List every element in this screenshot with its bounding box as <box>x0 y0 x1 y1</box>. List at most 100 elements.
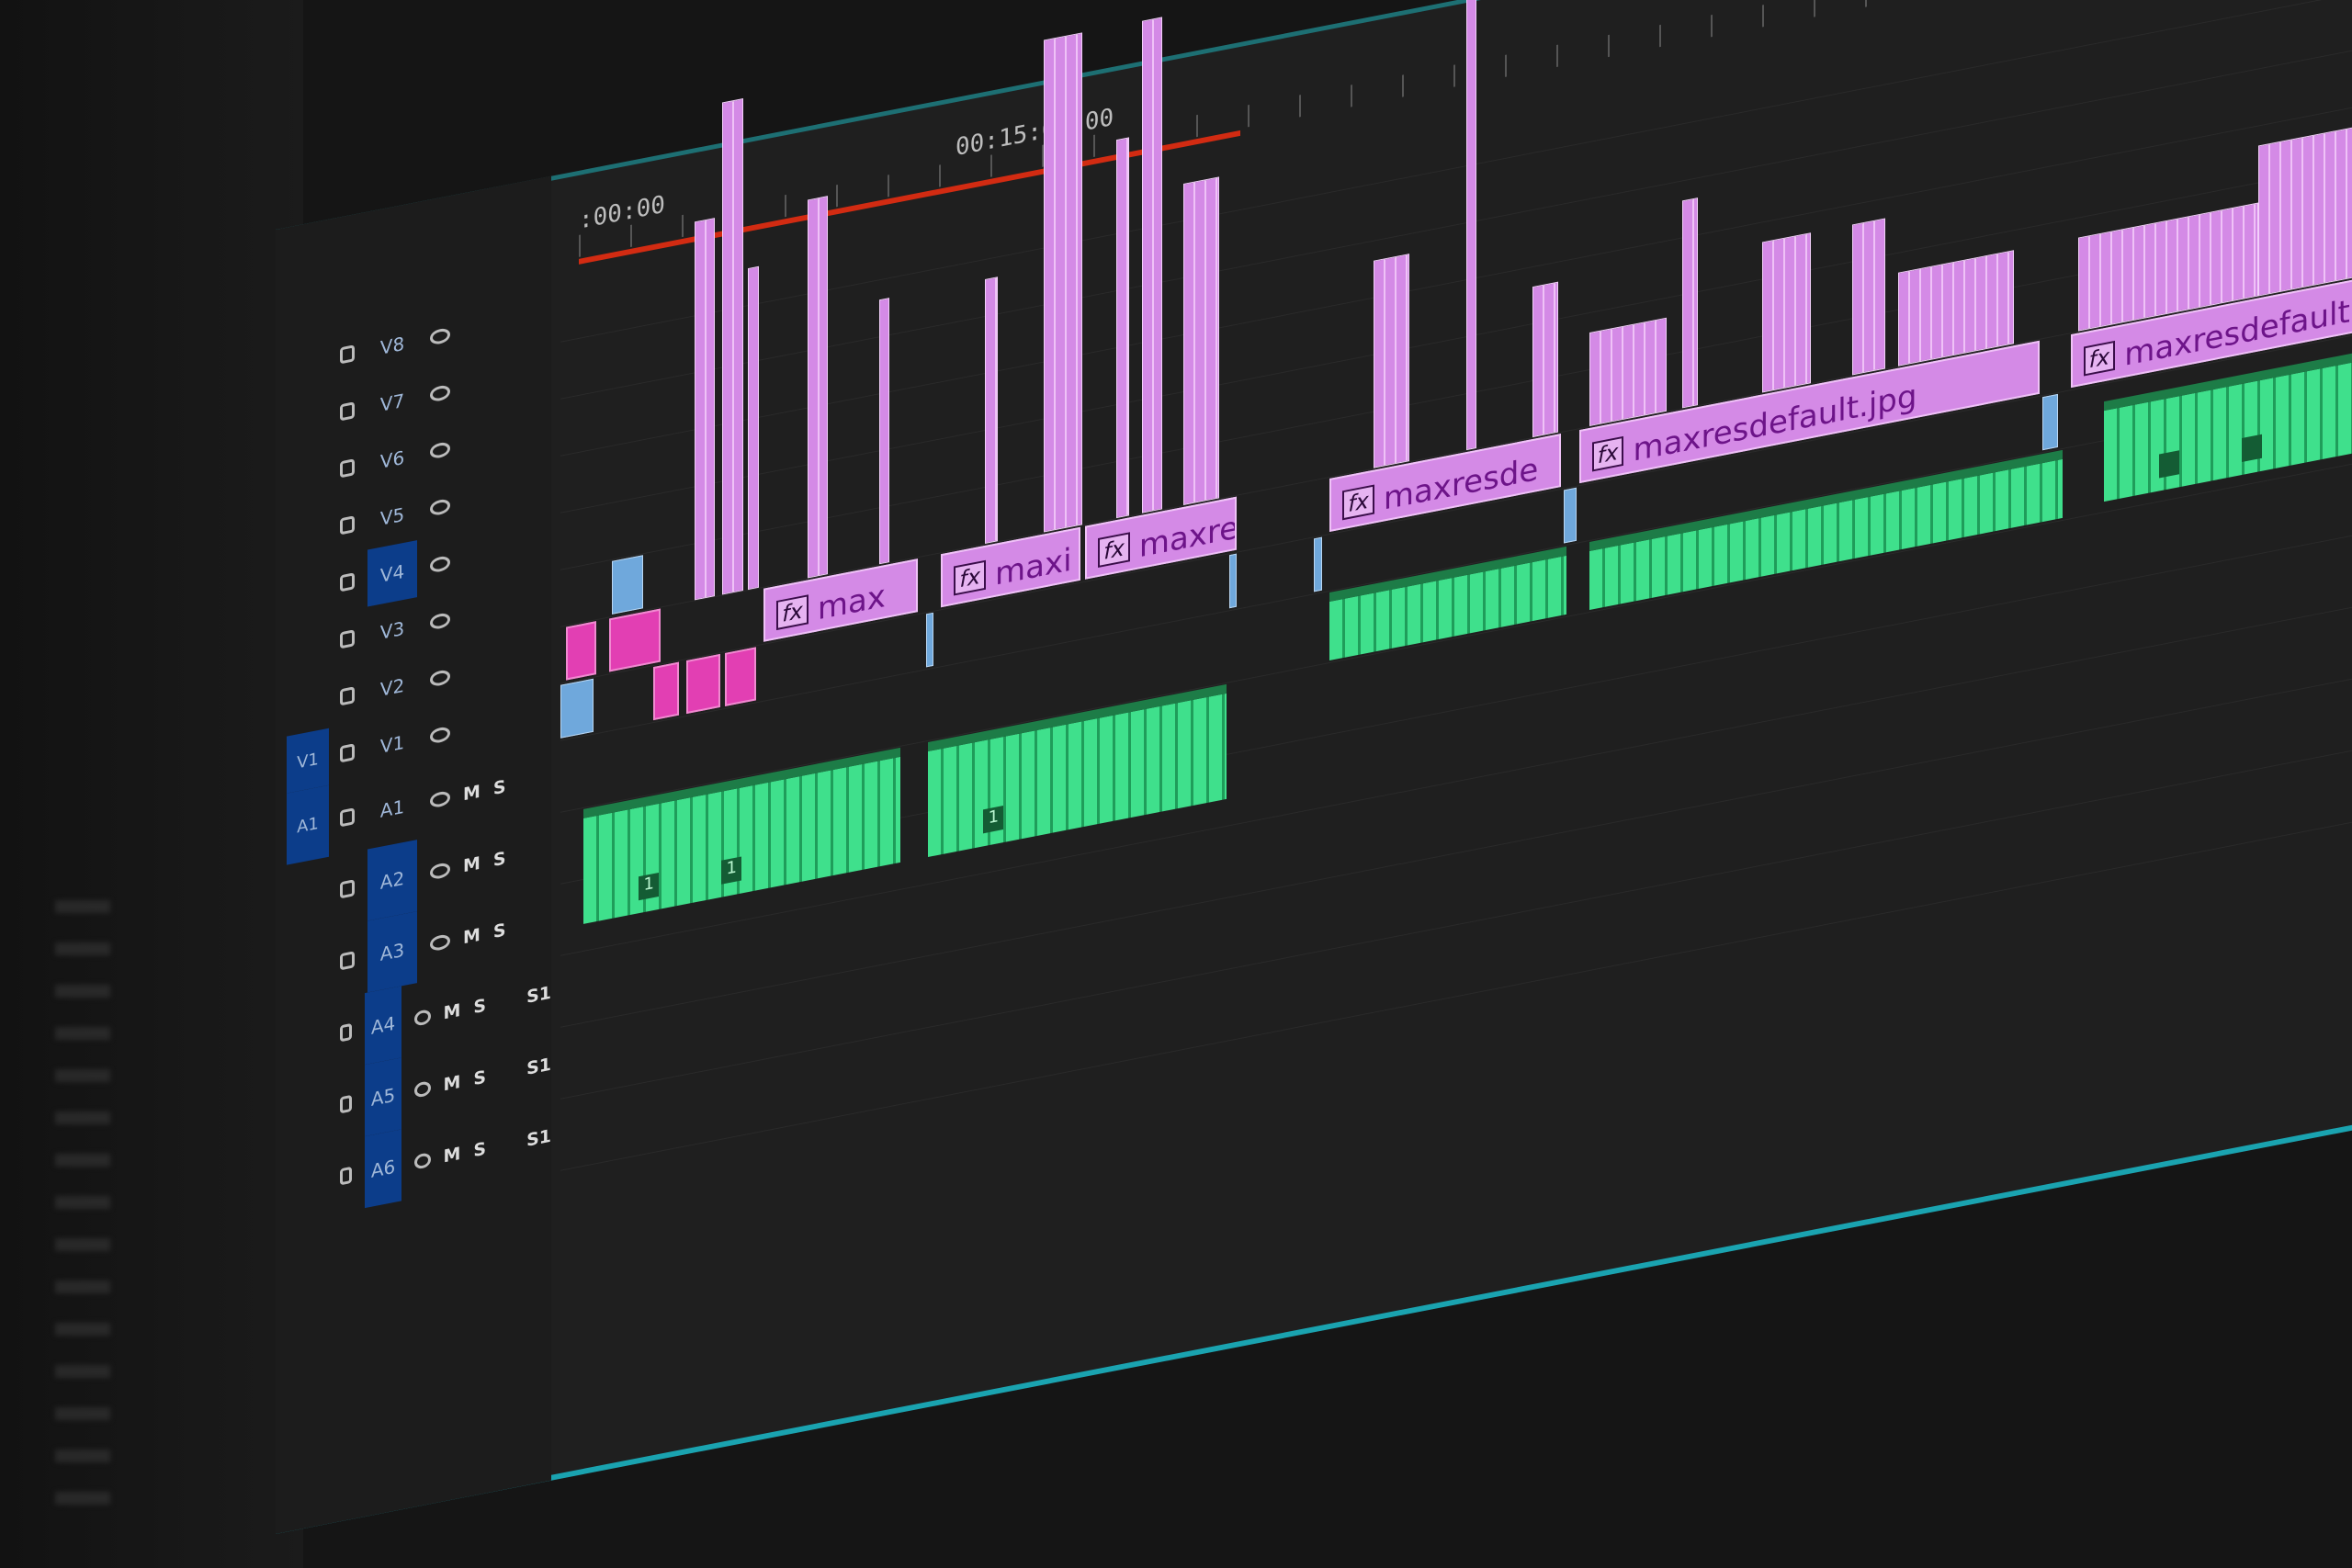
eye-icon[interactable] <box>430 669 450 688</box>
lock-icon[interactable] <box>340 572 355 592</box>
video-clip-blue[interactable] <box>1229 553 1238 609</box>
stacked-video-clip[interactable] <box>1373 254 1409 468</box>
source-patch-v1[interactable]: V1 <box>287 728 329 794</box>
audio-channel-label: 1 <box>639 872 660 900</box>
ruler-tick <box>1814 0 1815 17</box>
voiceover-mic-icon[interactable] <box>413 1009 431 1027</box>
eye-icon[interactable] <box>430 555 450 574</box>
video-clip-blue[interactable] <box>2041 393 2058 451</box>
ruler-tick <box>1248 104 1250 128</box>
solo-button[interactable]: S <box>492 776 506 799</box>
video-clip-pink[interactable] <box>565 621 597 681</box>
stacked-video-clip[interactable] <box>1532 281 1559 438</box>
voiceover-mic-icon[interactable] <box>413 1152 431 1170</box>
ruler-tick <box>939 164 941 187</box>
stacked-video-clip[interactable] <box>879 298 890 565</box>
ruler-tick <box>1093 134 1095 158</box>
lock-icon[interactable] <box>340 1166 353 1186</box>
mute-button[interactable]: M <box>463 781 481 806</box>
stacked-video-clip[interactable] <box>748 265 759 591</box>
voiceover-mic-icon[interactable] <box>430 862 450 881</box>
voiceover-mic-icon[interactable] <box>430 933 450 953</box>
eye-icon[interactable] <box>430 384 450 403</box>
lock-icon[interactable] <box>340 344 355 365</box>
track-target-v4[interactable]: V4 <box>368 540 417 607</box>
video-clip-blue[interactable] <box>612 555 643 615</box>
stacked-video-clip[interactable] <box>1681 197 1698 409</box>
solo-button[interactable]: S <box>492 848 506 871</box>
track-target-a5[interactable]: A5 <box>365 1057 401 1137</box>
eye-icon[interactable] <box>430 612 450 631</box>
voiceover-mic-icon[interactable] <box>430 790 450 809</box>
stacked-video-clip[interactable] <box>1465 0 1476 451</box>
track-target-v3[interactable]: V3 <box>379 616 405 644</box>
track-target-a1[interactable]: A1 <box>379 795 405 822</box>
lock-icon[interactable] <box>340 743 355 763</box>
track-target-v2[interactable]: V2 <box>379 673 405 701</box>
video-clip-pink[interactable] <box>652 661 679 721</box>
mute-button[interactable]: M <box>443 1071 461 1096</box>
solo-button[interactable]: S <box>473 1138 487 1162</box>
ruler-tick <box>1762 5 1764 28</box>
mute-button[interactable]: M <box>463 924 481 949</box>
track-target-a6[interactable]: A6 <box>365 1129 401 1209</box>
stacked-video-clip[interactable] <box>2258 115 2352 297</box>
source-patch-a1[interactable]: A1 <box>287 784 329 865</box>
video-clip-blue[interactable] <box>925 612 933 668</box>
video-clip-blue[interactable] <box>560 678 594 739</box>
stacked-video-clip[interactable] <box>1182 176 1219 506</box>
lock-icon[interactable] <box>340 807 355 828</box>
track-volume-value: S1 <box>526 1125 552 1151</box>
lock-icon[interactable] <box>340 401 355 422</box>
track-target-v5[interactable]: V5 <box>379 502 405 530</box>
stacked-video-clip[interactable] <box>722 98 743 595</box>
lock-icon[interactable] <box>340 1022 353 1043</box>
stacked-video-clip[interactable] <box>1589 317 1667 427</box>
eye-icon[interactable] <box>430 441 450 460</box>
track-target-v7[interactable]: V7 <box>379 389 405 416</box>
fx-badge-icon: fx <box>1342 484 1374 521</box>
track-target-a4[interactable]: A4 <box>365 986 401 1066</box>
ruler-tick <box>1659 24 1661 48</box>
stacked-video-clip[interactable] <box>1044 32 1083 533</box>
lock-icon[interactable] <box>340 951 355 971</box>
stacked-video-clip[interactable] <box>807 196 829 579</box>
lock-icon[interactable] <box>340 515 355 536</box>
stacked-video-clip[interactable] <box>1761 232 1811 393</box>
mute-button[interactable]: M <box>443 1143 461 1168</box>
lock-icon[interactable] <box>340 686 355 706</box>
lock-icon[interactable] <box>340 1094 353 1114</box>
ruler-tick <box>630 224 632 247</box>
lock-icon[interactable] <box>340 458 355 479</box>
track-target-v1[interactable]: V1 <box>379 730 405 758</box>
stacked-video-clip[interactable] <box>1115 137 1129 519</box>
video-clip-pink[interactable] <box>609 608 662 672</box>
video-clip-blue[interactable] <box>1314 536 1322 592</box>
stacked-video-clip[interactable] <box>1141 17 1163 513</box>
mute-button[interactable]: M <box>463 852 481 877</box>
solo-button[interactable]: S <box>473 1066 487 1090</box>
solo-button[interactable]: S <box>473 995 487 1019</box>
track-target-v8[interactable]: V8 <box>379 332 405 359</box>
ruler-tick <box>1351 85 1352 107</box>
eye-icon[interactable] <box>430 726 450 745</box>
video-clip-blue[interactable] <box>1564 487 1577 544</box>
eye-icon[interactable] <box>430 327 450 346</box>
stacked-video-clip[interactable] <box>1851 218 1885 376</box>
ruler-start-timecode: :00:00 <box>579 190 665 235</box>
stacked-video-clip[interactable] <box>985 276 998 544</box>
track-target-v6[interactable]: V6 <box>379 446 405 473</box>
video-clip-pink[interactable] <box>686 654 720 715</box>
mute-button[interactable]: M <box>443 999 461 1024</box>
video-clip-pink[interactable] <box>725 647 756 706</box>
stacked-video-clip[interactable] <box>694 218 715 601</box>
ruler-timecode-15min: 00:15:00:00 <box>956 103 1114 163</box>
eye-icon[interactable] <box>430 498 450 517</box>
track-target-a3[interactable]: A3 <box>368 911 417 993</box>
track-target-a2[interactable]: A2 <box>368 840 417 921</box>
lock-icon[interactable] <box>340 629 355 649</box>
lock-icon[interactable] <box>340 879 355 899</box>
solo-button[interactable]: S <box>492 919 506 942</box>
voiceover-mic-icon[interactable] <box>413 1080 431 1099</box>
fx-badge-icon: fx <box>2083 340 2116 377</box>
